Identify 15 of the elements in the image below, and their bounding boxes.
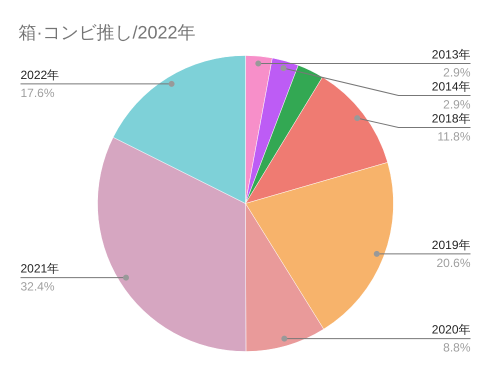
slice-label: 2018年 <box>432 111 471 126</box>
slice-label: 2021年 <box>20 262 60 276</box>
data-label: 8.8% <box>443 340 471 355</box>
chart-title: 箱·コンビ推し/2022年 <box>18 22 196 42</box>
slice-label: 2014年 <box>432 79 471 94</box>
data-label: 20.6% <box>436 256 471 270</box>
slice-label: 2022年 <box>20 68 60 82</box>
data-label: 2.9% <box>443 65 471 80</box>
slice-label: 2020年 <box>432 322 471 337</box>
data-label: 32.4% <box>20 280 55 294</box>
slice-label: 2013年 <box>432 47 471 62</box>
data-label: 2.9% <box>443 97 471 112</box>
data-label: 17.6% <box>20 86 55 100</box>
slice-label: 2019年 <box>432 238 471 252</box>
data-label: 11.8% <box>437 129 471 144</box>
